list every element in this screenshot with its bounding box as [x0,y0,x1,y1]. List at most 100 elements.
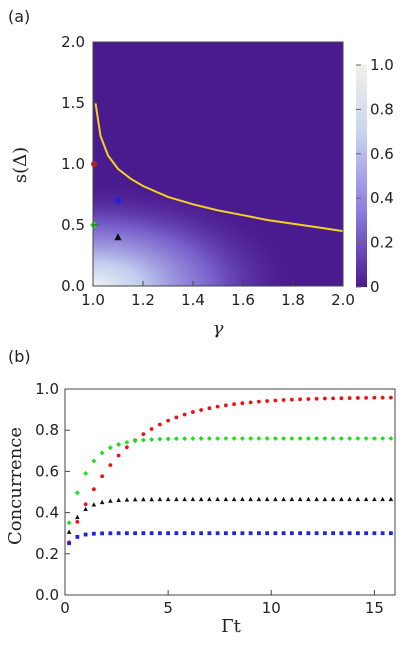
data-point [256,399,261,404]
data-point [231,435,237,441]
data-point [314,496,319,502]
x-tick-label: 5 [163,599,173,617]
data-point [206,436,212,441]
data-point [273,496,278,502]
data-point [264,435,270,441]
concurrence-panel: 0 5 10 15 0.0 0.2 0.4 0.6 0.8 1.0 Γt Concurrence [5,380,396,637]
x-tick-label: 1.6 [231,291,255,309]
data-point [83,470,89,476]
data-point [372,496,377,502]
data-point [207,406,212,411]
data-point [256,496,262,502]
data-point [339,396,344,401]
data-point [149,496,154,502]
y-tick-label: 0.5 [61,216,85,234]
data-point [190,496,196,502]
data-point [372,531,377,536]
data-point [231,496,237,502]
data-point [338,435,344,441]
data-point [289,531,294,536]
data-point [83,502,88,507]
data-point [240,531,245,536]
data-point [322,496,328,502]
colorbar-gradient [356,65,367,287]
data-point [149,427,154,431]
data-point [99,499,105,505]
data-point [157,422,162,427]
data-point [273,531,278,536]
data-point [182,436,188,442]
panel-a-label: (a) [8,7,30,26]
data-point [100,474,105,479]
data-point [166,418,171,423]
data-point [380,395,385,400]
data-point [380,496,385,502]
data-point [199,408,204,412]
data-point [297,496,303,502]
data-point [91,502,97,507]
data-point [223,435,229,441]
data-point [273,398,278,403]
colorbar-tick-label: 0.2 [370,234,394,252]
data-point [157,496,163,502]
data-point [281,398,286,402]
data-point [66,520,72,526]
data-point [67,541,72,546]
data-point [289,397,294,402]
data-point [331,396,336,401]
data-point [363,435,369,441]
data-point [264,496,270,502]
data-point [240,496,245,502]
x-tick-label: 1.4 [181,291,205,309]
data-point [371,435,377,441]
data-point [322,396,327,401]
data-point [330,435,336,441]
data-point [199,531,204,536]
data-point [74,490,80,496]
data-point [91,487,96,492]
data-point [215,496,220,502]
data-point [248,435,254,441]
data-point [256,531,261,536]
data-point [314,435,320,441]
data-point [298,531,303,536]
data-point [174,531,179,536]
data-point [165,436,171,442]
data-point [190,531,195,536]
data-point [141,496,146,502]
data-point [355,531,360,536]
data-point [297,435,303,441]
data-point [339,496,344,502]
data-point [100,531,105,536]
data-point [141,531,146,536]
data-point [116,441,122,447]
x-tick-label: 10 [262,599,281,617]
data-point [265,531,270,536]
x-tick-label: 1.0 [81,291,105,309]
data-point [141,432,146,437]
data-point [182,496,187,502]
colorbar-tick-label: 1.0 [370,56,394,74]
data-point [355,396,360,400]
y-tick-label: 0.2 [35,545,59,563]
data-point [322,435,328,441]
series-triangle [66,496,394,534]
data-point [198,496,204,502]
data-point [75,514,80,520]
data-point [132,497,138,502]
data-point [99,450,105,456]
data-point [355,435,361,441]
y-axis-label-a: s(Δ) [10,147,31,183]
panel-b-label: (b) [8,347,31,366]
data-point [182,412,187,417]
data-point [223,403,228,408]
data-point [364,395,369,400]
data-point [239,435,245,441]
data-point [256,435,262,441]
y-tick-label: 0.0 [35,586,59,604]
data-point [289,435,295,441]
colorbar-tick-label: 0.6 [370,145,394,163]
data-point [355,496,361,502]
y-tick-label: 1.0 [61,155,85,173]
